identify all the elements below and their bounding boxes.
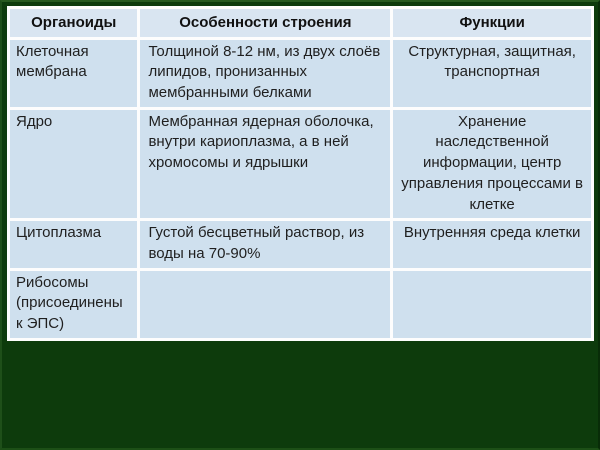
cell-structure-ribosomes — [140, 270, 391, 338]
organoids-table: Органоиды Особенности строения Функции К… — [7, 6, 594, 341]
table-row: Рибосомы (присоединены к ЭПС) — [10, 270, 591, 338]
table-header-row: Органоиды Особенности строения Функции — [10, 9, 591, 37]
cell-organoid-ribosomes: Рибосомы (присоединены к ЭПС) — [10, 270, 138, 338]
column-header-functions: Функции — [393, 9, 591, 37]
cell-structure-cytoplasm: Густой бесцветный раствор, из воды на 70… — [140, 221, 391, 268]
cell-organoid-cytoplasm: Цитоплазма — [10, 221, 138, 268]
table-row: Ядро Мембранная ядерная оболочка, внутри… — [10, 109, 591, 219]
cell-function-ribosomes — [393, 270, 591, 338]
table-row: Клеточная мембрана Толщиной 8-12 нм, из … — [10, 39, 591, 107]
cell-function-cytoplasm: Внутренняя среда клетки — [393, 221, 591, 268]
column-header-organoids: Органоиды — [10, 9, 138, 37]
column-header-structure: Особенности строения — [140, 9, 391, 37]
cell-function-nucleus: Хранение наследственной информации, цент… — [393, 109, 591, 219]
cell-structure-nucleus: Мембранная ядерная оболочка, внутри кари… — [140, 109, 391, 219]
cell-function-membrane: Структурная, защитная, транспортная — [393, 39, 591, 107]
cell-organoid-membrane: Клеточная мембрана — [10, 39, 138, 107]
table-row: Цитоплазма Густой бесцветный раствор, из… — [10, 221, 591, 268]
cell-organoid-nucleus: Ядро — [10, 109, 138, 219]
cell-structure-membrane: Толщиной 8-12 нм, из двух слоёв липидов,… — [140, 39, 391, 107]
